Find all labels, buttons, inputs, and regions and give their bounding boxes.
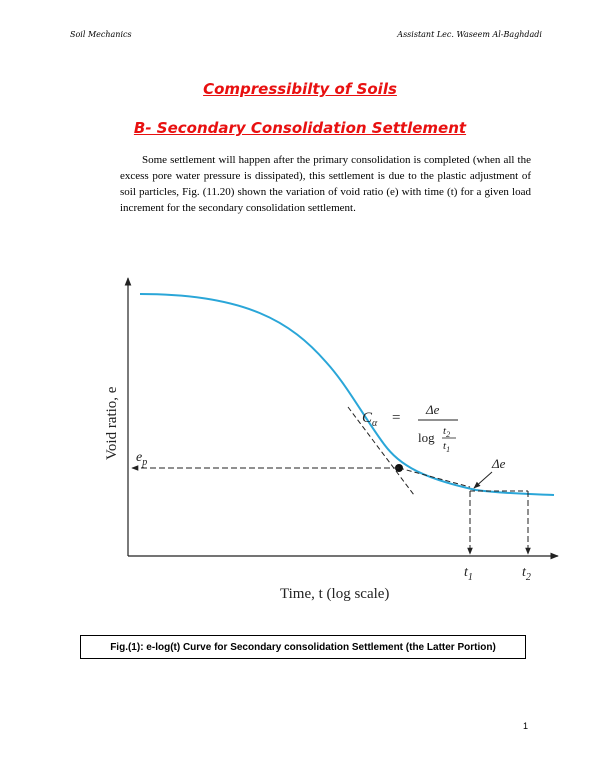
delta-e-label: Δe	[491, 456, 506, 471]
formula-log: log	[418, 430, 435, 445]
formula-t2: t2	[443, 425, 450, 439]
body-paragraph: Some settlement will happen after the pr…	[120, 152, 531, 216]
formula-numerator: Δe	[425, 402, 440, 417]
header-right: Assistant Lec. Waseem Al-Baghdadi	[397, 30, 542, 39]
delta-e-arrow	[473, 471, 493, 489]
secondary-slope-line	[398, 467, 471, 488]
header-left: Soil Mechanics	[70, 30, 132, 39]
x-axis-label: Time, t (log scale)	[280, 586, 389, 602]
caption-text: Fig.(1): e-log(t) Curve for Secondary co…	[110, 641, 496, 653]
figure-caption: Fig.(1): e-log(t) Curve for Secondary co…	[80, 635, 526, 659]
section-title: B- Secondary Consolidation Settlement	[133, 119, 467, 137]
paragraph-text: Some settlement will happen after the pr…	[120, 154, 531, 214]
e-log-t-figure: Void ratio, e Time, t (log scale) ep Cα …	[104, 277, 559, 602]
y-axis-label: Void ratio, e	[104, 386, 120, 460]
equals-sign: =	[392, 410, 400, 426]
formula-t1: t1	[443, 440, 450, 454]
t1-label: t1	[464, 565, 473, 583]
t2-label: t2	[522, 565, 531, 583]
c-alpha-label: Cα	[362, 410, 378, 429]
page-title: Compressibilty of Soils	[203, 80, 397, 98]
primary-tangent-line	[347, 406, 415, 496]
ep-label: ep	[136, 450, 147, 468]
page-number: 1	[523, 721, 529, 731]
